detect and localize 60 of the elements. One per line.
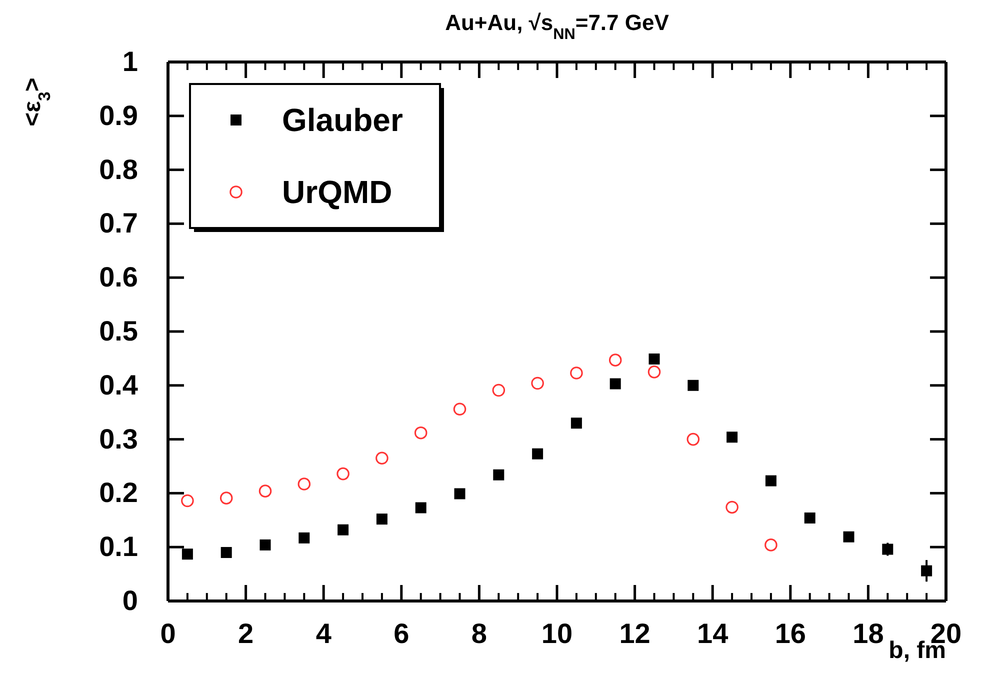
x-tick-label: 10	[541, 618, 573, 649]
point	[843, 531, 854, 542]
point	[532, 448, 544, 460]
point	[338, 524, 349, 536]
point	[415, 502, 426, 514]
point	[414, 426, 428, 440]
point	[648, 366, 661, 378]
x-tick-label: 12	[619, 618, 650, 649]
y-tick-label: 0.7	[99, 208, 138, 239]
x-tick-label: 4	[316, 618, 332, 649]
point	[648, 353, 660, 364]
point	[921, 565, 932, 576]
x-tick-label: 2	[238, 618, 254, 649]
y-tick-label: 0.3	[99, 423, 138, 454]
point	[260, 539, 271, 550]
chart-title: Au+Au, √s$_{NN}$=7.7 GeV	[445, 10, 670, 42]
point	[726, 500, 738, 514]
point	[220, 546, 232, 558]
point	[181, 494, 194, 508]
point	[336, 467, 350, 480]
y-tick-label: 0.9	[99, 100, 138, 131]
legend-label: UrQMD	[282, 174, 392, 210]
point	[688, 380, 699, 391]
point	[220, 492, 233, 504]
x-tick-label: 8	[471, 618, 487, 649]
x-tick-label: 6	[394, 618, 410, 649]
point	[454, 488, 466, 500]
legend-label: Glauber	[282, 102, 403, 138]
y-tick-label: 0.8	[99, 154, 138, 185]
point	[882, 544, 894, 555]
y-tick-label: 1	[122, 46, 138, 77]
x-tick-label: 16	[774, 618, 806, 649]
point	[298, 532, 310, 544]
y-tick-label: 0.4	[99, 369, 138, 400]
point	[493, 469, 504, 480]
point	[765, 475, 776, 486]
point	[376, 514, 388, 525]
x-tick-label: 0	[160, 618, 176, 649]
point	[608, 354, 622, 366]
point	[298, 478, 311, 490]
x-tick-label: 18	[852, 618, 884, 649]
point	[492, 384, 506, 397]
y-tick-label: 0	[122, 584, 138, 616]
point	[182, 548, 193, 560]
y-tick-label: 0.6	[99, 262, 138, 293]
point	[570, 366, 583, 380]
y-tick-label: 0.2	[99, 477, 138, 508]
y-tick-label: 0.5	[99, 315, 138, 346]
point	[610, 378, 621, 390]
point	[804, 512, 816, 524]
y-tick-label: 0.1	[99, 531, 138, 562]
point	[376, 452, 388, 465]
point	[764, 538, 778, 552]
point	[726, 432, 738, 443]
point	[686, 432, 700, 446]
point	[570, 418, 582, 429]
point	[258, 484, 272, 498]
x-tick-label: 14	[697, 618, 729, 649]
point	[453, 402, 466, 416]
point	[531, 376, 544, 390]
